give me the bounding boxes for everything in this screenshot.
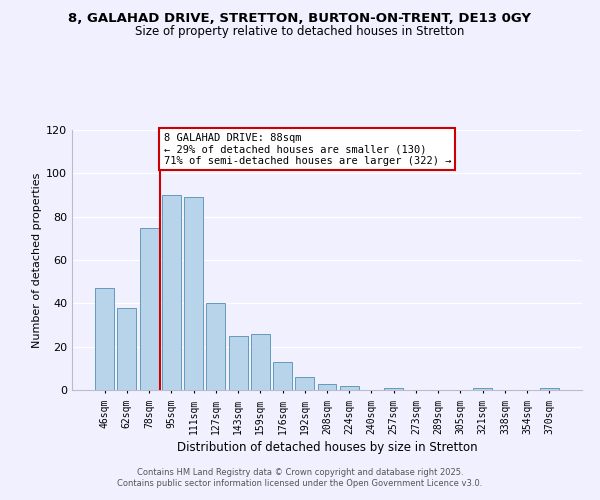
Text: 8, GALAHAD DRIVE, STRETTON, BURTON-ON-TRENT, DE13 0GY: 8, GALAHAD DRIVE, STRETTON, BURTON-ON-TR… bbox=[68, 12, 532, 26]
Text: Size of property relative to detached houses in Stretton: Size of property relative to detached ho… bbox=[136, 25, 464, 38]
Text: Contains HM Land Registry data © Crown copyright and database right 2025.
Contai: Contains HM Land Registry data © Crown c… bbox=[118, 468, 482, 487]
Bar bbox=[229, 336, 248, 390]
Bar bbox=[95, 288, 114, 390]
Bar bbox=[540, 388, 559, 390]
Bar bbox=[273, 362, 292, 390]
Bar bbox=[384, 388, 403, 390]
Bar bbox=[162, 195, 181, 390]
Bar bbox=[118, 308, 136, 390]
Bar bbox=[184, 197, 203, 390]
Y-axis label: Number of detached properties: Number of detached properties bbox=[32, 172, 42, 348]
Bar bbox=[251, 334, 270, 390]
Bar bbox=[140, 228, 158, 390]
Bar bbox=[317, 384, 337, 390]
X-axis label: Distribution of detached houses by size in Stretton: Distribution of detached houses by size … bbox=[176, 440, 478, 454]
Text: 8 GALAHAD DRIVE: 88sqm
← 29% of detached houses are smaller (130)
71% of semi-de: 8 GALAHAD DRIVE: 88sqm ← 29% of detached… bbox=[164, 132, 451, 166]
Bar bbox=[295, 377, 314, 390]
Bar bbox=[340, 386, 359, 390]
Bar bbox=[206, 304, 225, 390]
Bar bbox=[473, 388, 492, 390]
